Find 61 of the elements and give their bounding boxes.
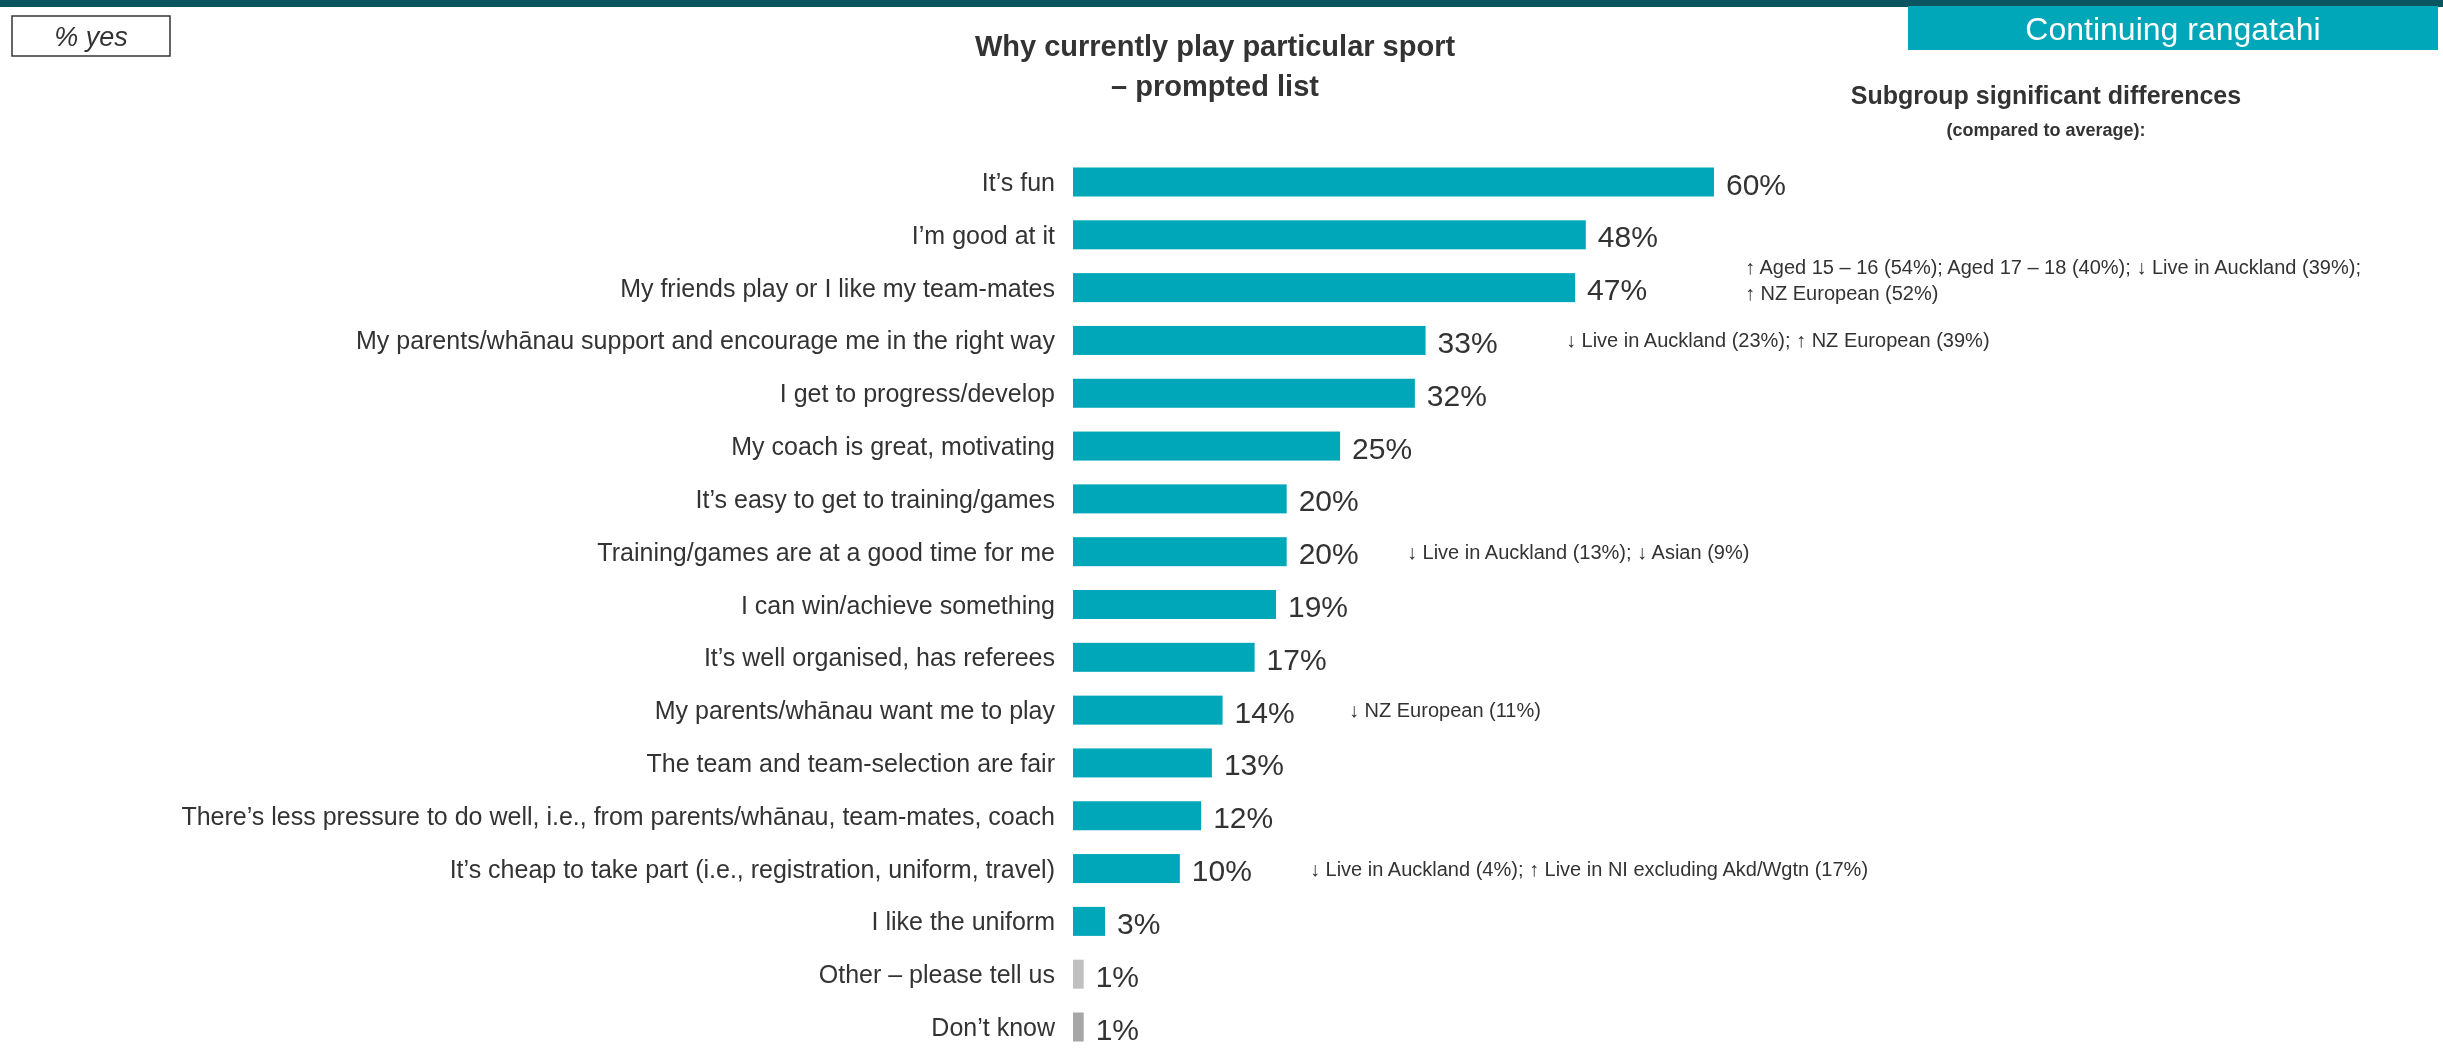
data-label: 32% — [1426, 378, 1487, 412]
y-tick-label: I’m good at it — [911, 220, 1056, 249]
bar — [1073, 906, 1106, 936]
y-tick-label: My coach is great, motivating — [731, 432, 1055, 461]
bar — [1073, 801, 1202, 831]
bar — [1073, 854, 1180, 884]
y-tick-label: The team and team-selection are fair — [646, 748, 1055, 777]
annotation: ↓ Live in Auckland (4%); ↑ Live in NI excluding Akd/Wgtn (17%) — [1310, 857, 1869, 880]
bar — [1073, 167, 1714, 197]
y-tick-label: My parents/whānau want me to play — [654, 696, 1056, 725]
y-tick-label: It’s easy to get to training/games — [695, 484, 1055, 513]
data-label: 13% — [1223, 748, 1284, 782]
data-label: 47% — [1587, 273, 1648, 307]
bar — [1073, 695, 1223, 725]
data-label: 20% — [1298, 537, 1359, 571]
bar — [1073, 484, 1287, 514]
annotation: ↓ Live in Auckland (23%); ↑ NZ European (39%) — [1566, 329, 1990, 352]
y-tick-label: My friends play or I like my team-mates — [620, 273, 1055, 302]
bar — [1073, 1012, 1084, 1042]
annotation: ↓ NZ European (11%) — [1349, 699, 1541, 722]
data-label: 14% — [1234, 695, 1295, 729]
text: % yes — [54, 22, 128, 52]
y-tick-label: It’s well organised, has referees — [703, 643, 1055, 672]
text: Continuing rangatahi — [2025, 11, 2321, 47]
y-tick-label: There’s less pressure to do well, i.e., from parents/whānau, team-mates, coach — [181, 801, 1055, 830]
data-label: 20% — [1298, 484, 1359, 518]
data-label: 19% — [1287, 590, 1349, 623]
data-label: 1% — [1095, 959, 1140, 993]
y-tick-label: Don’t know — [931, 1013, 1056, 1041]
bar — [1073, 959, 1084, 989]
data-label: 12% — [1213, 801, 1274, 835]
bar — [1073, 642, 1255, 672]
bar — [1073, 431, 1341, 461]
bar — [1073, 378, 1415, 408]
bar — [1073, 220, 1586, 250]
y-tick-label: I can win/achieve something — [740, 590, 1055, 619]
data-label: 3% — [1117, 906, 1161, 940]
y-tick-label: It’s fun — [981, 168, 1055, 196]
text: (compared to average): — [1946, 120, 2146, 140]
data-label: 33% — [1437, 325, 1498, 359]
y-tick-label: Other – please tell us — [818, 960, 1055, 989]
data-label: 17% — [1266, 642, 1327, 676]
text: Subgroup significant differences — [1850, 81, 2242, 109]
y-tick-label: I like the uniform — [871, 907, 1055, 936]
annotation: ↓ Live in Auckland (13%); ↓ Asian (9%) — [1407, 540, 1750, 563]
bar — [1073, 590, 1276, 619]
y-tick-label: I get to progress/develop — [779, 379, 1055, 408]
data-label: 60% — [1726, 167, 1787, 201]
text: ↑ Aged 15 – 16 (54%); Aged 17 – 18 (40%); ↓ Live in Auckland (39%); ↑ NZ European (52%) — [1745, 255, 2361, 304]
y-tick-label: Training/games are at a good time for me — [597, 537, 1055, 566]
bar — [1073, 748, 1212, 778]
data-label: 48% — [1597, 220, 1658, 254]
data-label: 25% — [1352, 431, 1413, 465]
bar — [1073, 273, 1576, 303]
bar — [1073, 325, 1426, 355]
data-label: 10% — [1191, 854, 1252, 888]
bar — [1073, 537, 1287, 567]
y-tick-label: It’s cheap to take part (i.e., registration, uniform, travel) — [449, 854, 1055, 883]
chart-title: Why currently play particular sport – prompted list — [974, 30, 1456, 102]
data-label: 1% — [1095, 1012, 1140, 1046]
y-tick-label: My parents/whānau support and encourage me in the right way — [355, 326, 1056, 355]
